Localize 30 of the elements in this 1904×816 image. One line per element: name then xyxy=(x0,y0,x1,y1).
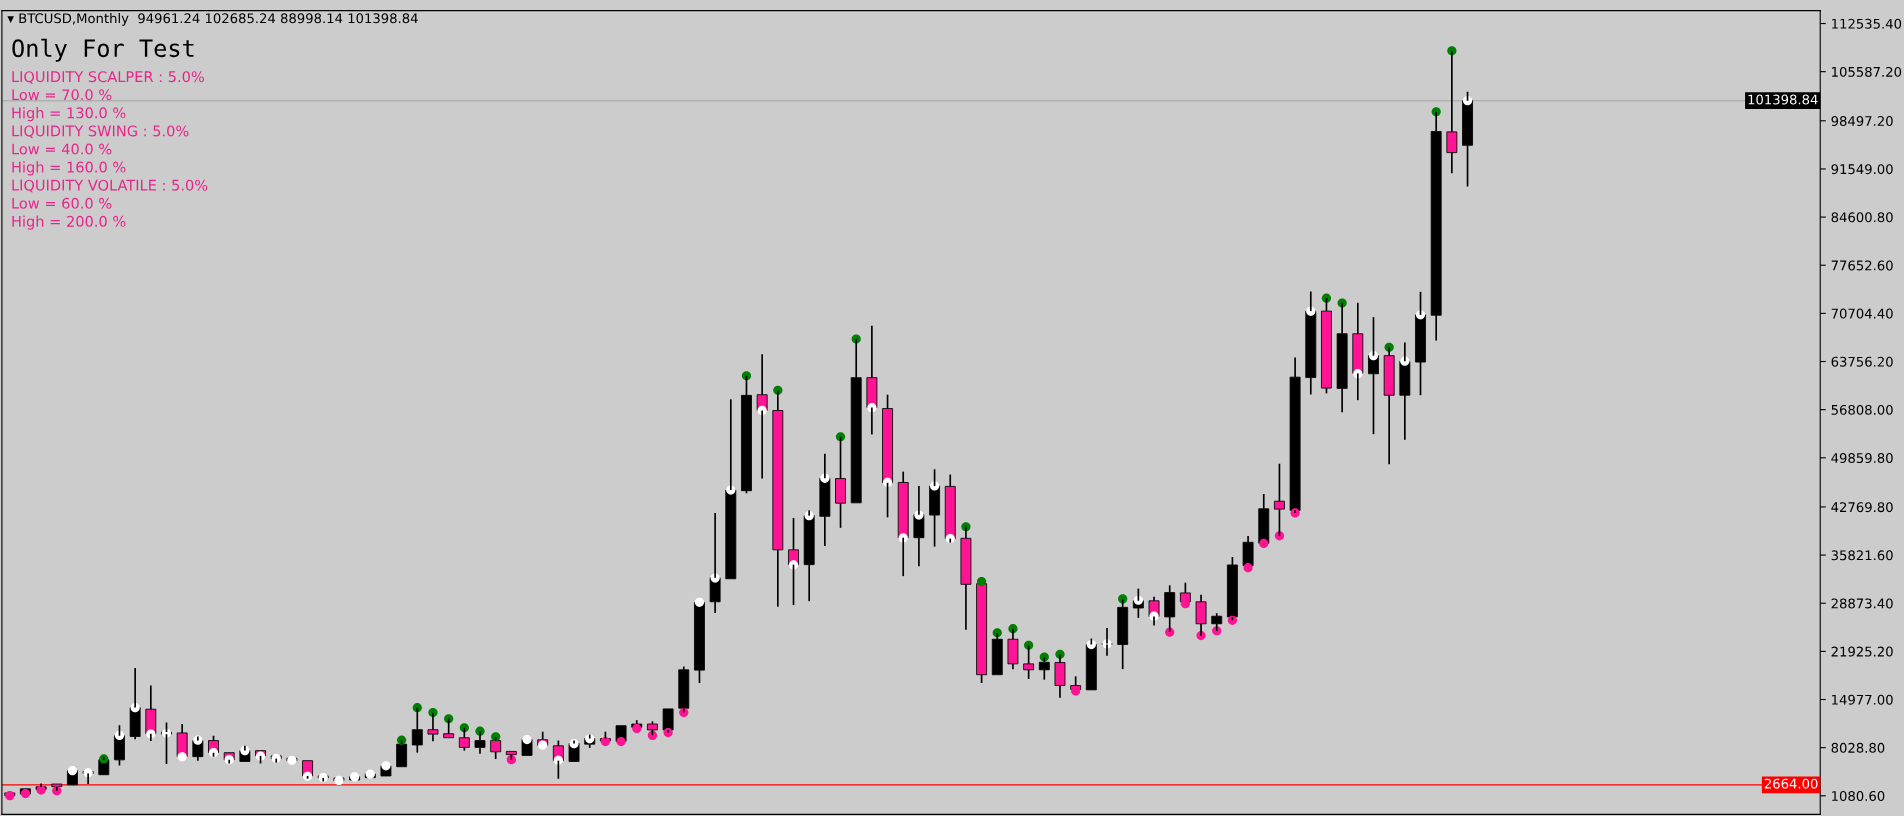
chart-title: ▾ BTCUSD,Monthly 94961.24 102685.24 88998.14 101398.84 xyxy=(7,13,418,26)
annotation: LIQUIDITY VOLATILE : 5.0% xyxy=(12,179,208,193)
y-tick-label: 14977.00 xyxy=(1832,694,1893,705)
annotation: High = 130.0 % xyxy=(12,107,126,122)
y-tick-label: 1080.60 xyxy=(1832,791,1885,801)
annotation: LIQUIDITY SCALPER : 5.0% xyxy=(12,71,204,84)
y-tick-label: 56808.00 xyxy=(1831,404,1893,415)
y-tick-label: 28873.40 xyxy=(1831,598,1893,609)
text: Only For Test xyxy=(12,38,194,62)
annotation: High = 160.0 % xyxy=(12,161,126,176)
y-tick-label: 42769.80 xyxy=(1831,502,1893,513)
y-tick-label: 112535.40 xyxy=(1832,18,1902,29)
y-tick-label: 35821.60 xyxy=(1831,550,1893,561)
y-tick-label: 91549.00 xyxy=(1831,164,1893,175)
y-tick-label: 98497.20 xyxy=(1831,116,1893,126)
y-tick-label: 49859.80 xyxy=(1831,453,1893,464)
annotation: Low = 40.0 % xyxy=(12,143,112,155)
annotation: Low = 60.0 % xyxy=(12,197,112,209)
annotation: Low = 70.0 % xyxy=(12,89,112,101)
annotation: High = 200.0 % xyxy=(12,215,126,230)
annotation: LIQUIDITY SWING : 5.0% xyxy=(12,125,189,139)
ref-line-label: 2664.00 xyxy=(1764,778,1818,789)
ref-line-label: 101398.84 xyxy=(1748,94,1818,105)
y-tick-label: 84600.80 xyxy=(1831,212,1893,223)
y-tick-label: 77652.60 xyxy=(1831,260,1893,271)
y-tick-label: 63756.20 xyxy=(1831,356,1893,367)
y-tick-label: 21925.20 xyxy=(1831,646,1893,657)
y-tick-label: 8028.80 xyxy=(1831,742,1885,753)
y-tick-label: 70704.40 xyxy=(1831,308,1893,319)
y-tick-label: 105587.20 xyxy=(1832,66,1902,77)
